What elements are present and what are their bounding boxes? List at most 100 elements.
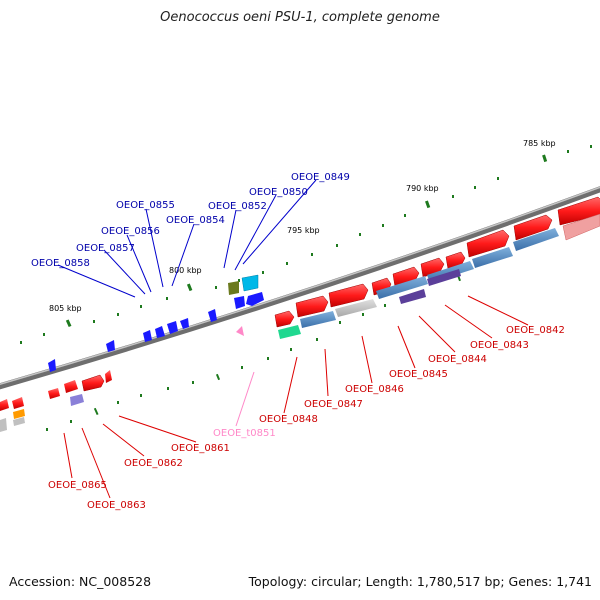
gene-label-OEOE_0854[interactable]: OEOE_0854 [166, 215, 225, 226]
forward-leader-lines [63, 295, 529, 499]
trna-feature [236, 326, 244, 336]
page-title: Oenococcus oeni PSU-1, complete genome [160, 10, 440, 25]
tick-label-795kbp: 795 kbp [287, 226, 320, 235]
feature-block [13, 417, 25, 426]
cds-arrow [12, 397, 24, 409]
tick-label-800kbp: 800 kbp [169, 266, 202, 275]
cds-arrow [513, 214, 553, 241]
tick-label-790kbp: 790 kbp [406, 184, 439, 193]
tick-minor [497, 177, 499, 180]
reverse-feature [241, 274, 259, 292]
gene-label-OEOE_0857[interactable]: OEOE_0857 [76, 243, 135, 254]
reverse-feature [208, 309, 217, 322]
tick-minor [93, 320, 95, 323]
tick-minor [20, 341, 22, 344]
feature-block [427, 269, 461, 286]
tick-major [186, 283, 193, 292]
cds-arrow [557, 196, 600, 226]
tick-minor [474, 186, 476, 189]
reverse-feature [228, 281, 239, 295]
accession-text: Accession: NC_008528 [9, 574, 152, 589]
gene-label-OEOE_0849[interactable]: OEOE_0849 [291, 172, 350, 183]
tick-minor [215, 286, 217, 289]
gene-label-OEOE_0843[interactable]: OEOE_0843 [470, 340, 529, 351]
outer-tick-row [20, 145, 592, 344]
gene-label-OEOE_0861[interactable]: OEOE_0861 [171, 443, 230, 454]
gene-label-OEOE_0863[interactable]: OEOE_0863 [87, 500, 146, 511]
cds-arrow [274, 310, 295, 328]
tick-minor [290, 348, 292, 351]
tick-major [425, 200, 431, 209]
reverse-feature [167, 321, 178, 334]
tick-minor [267, 357, 269, 360]
gene-label-OEOE_0855[interactable]: OEOE_0855 [116, 200, 175, 211]
reverse-feature [143, 330, 152, 342]
tick-minor [311, 253, 313, 256]
cds-arrow [466, 229, 510, 258]
feature-block [278, 325, 301, 339]
cds-arrow [328, 283, 369, 308]
gene-label-OEOE_0865[interactable]: OEOE_0865 [48, 480, 107, 491]
feature-block [562, 213, 600, 241]
reverse-feature [234, 296, 245, 309]
tick-minor [117, 401, 119, 404]
cds-arrow [64, 380, 78, 393]
gene-label-OEOE_0862[interactable]: OEOE_0862 [124, 458, 183, 469]
tick-minor [590, 145, 592, 148]
gene-label-OEOE_0850[interactable]: OEOE_0850 [249, 187, 308, 198]
cds-arrow [81, 374, 105, 392]
gene-label-OEOE_0848[interactable]: OEOE_0848 [259, 414, 318, 425]
cds-arrow [48, 388, 60, 399]
genome-backbone-highlight [0, 186, 600, 385]
reverse-feature [106, 340, 115, 352]
trna-leader-line [235, 371, 255, 427]
tick-minor [359, 233, 361, 236]
feature-block [70, 394, 84, 406]
feature-block [300, 311, 336, 328]
feature-block [335, 299, 377, 317]
gene-label-OEOE_t0851[interactable]: OEOE_t0851 [213, 428, 276, 439]
gene-label-OEOE_0845[interactable]: OEOE_0845 [389, 369, 448, 380]
cds-arrow [0, 399, 9, 411]
tick-minor [140, 305, 142, 308]
tick-minor [167, 387, 169, 390]
cds-arrow [392, 266, 420, 288]
tick-minor [452, 195, 454, 198]
tick-minor [286, 262, 288, 265]
tick-major [215, 373, 221, 381]
feature-block [513, 228, 559, 251]
tick-minor [43, 333, 45, 336]
feature-block [0, 418, 7, 432]
gene-label-OEOE_0846[interactable]: OEOE_0846 [345, 384, 404, 395]
tick-label-785kbp: 785 kbp [523, 139, 556, 148]
feature-block [376, 276, 428, 299]
feature-block-track [0, 213, 600, 432]
gene-label-OEOE_0844[interactable]: OEOE_0844 [428, 354, 487, 365]
gene-label-OEOE_0847[interactable]: OEOE_0847 [304, 399, 363, 410]
tick-minor [70, 420, 72, 423]
reverse-feature [180, 318, 189, 329]
cds-arrow [105, 370, 112, 383]
tick-major [65, 319, 72, 328]
tick-minor [567, 150, 569, 153]
tick-minor [404, 214, 406, 217]
gene-label-OEOE_0842[interactable]: OEOE_0842 [506, 325, 565, 336]
tick-minor [192, 381, 194, 384]
topology-text: Topology: circular; Length: 1,780,517 bp… [248, 574, 592, 589]
gene-label-OEOE_0852[interactable]: OEOE_0852 [208, 201, 267, 212]
tick-major [93, 407, 99, 416]
gene-label-OEOE_0856[interactable]: OEOE_0856 [101, 226, 160, 237]
tick-minor [166, 297, 168, 300]
feature-block [472, 247, 513, 268]
reverse-feature [155, 326, 165, 338]
tick-label-805kbp: 805 kbp [49, 304, 82, 313]
tick-major [542, 154, 548, 163]
reverse-feature-track [48, 274, 264, 372]
reverse-feature [246, 292, 264, 306]
gene-label-OEOE_0858[interactable]: OEOE_0858 [31, 258, 90, 269]
tick-minor [362, 313, 364, 316]
tick-minor [117, 313, 119, 316]
reverse-leader-lines [57, 179, 317, 298]
tick-minor [241, 366, 243, 369]
